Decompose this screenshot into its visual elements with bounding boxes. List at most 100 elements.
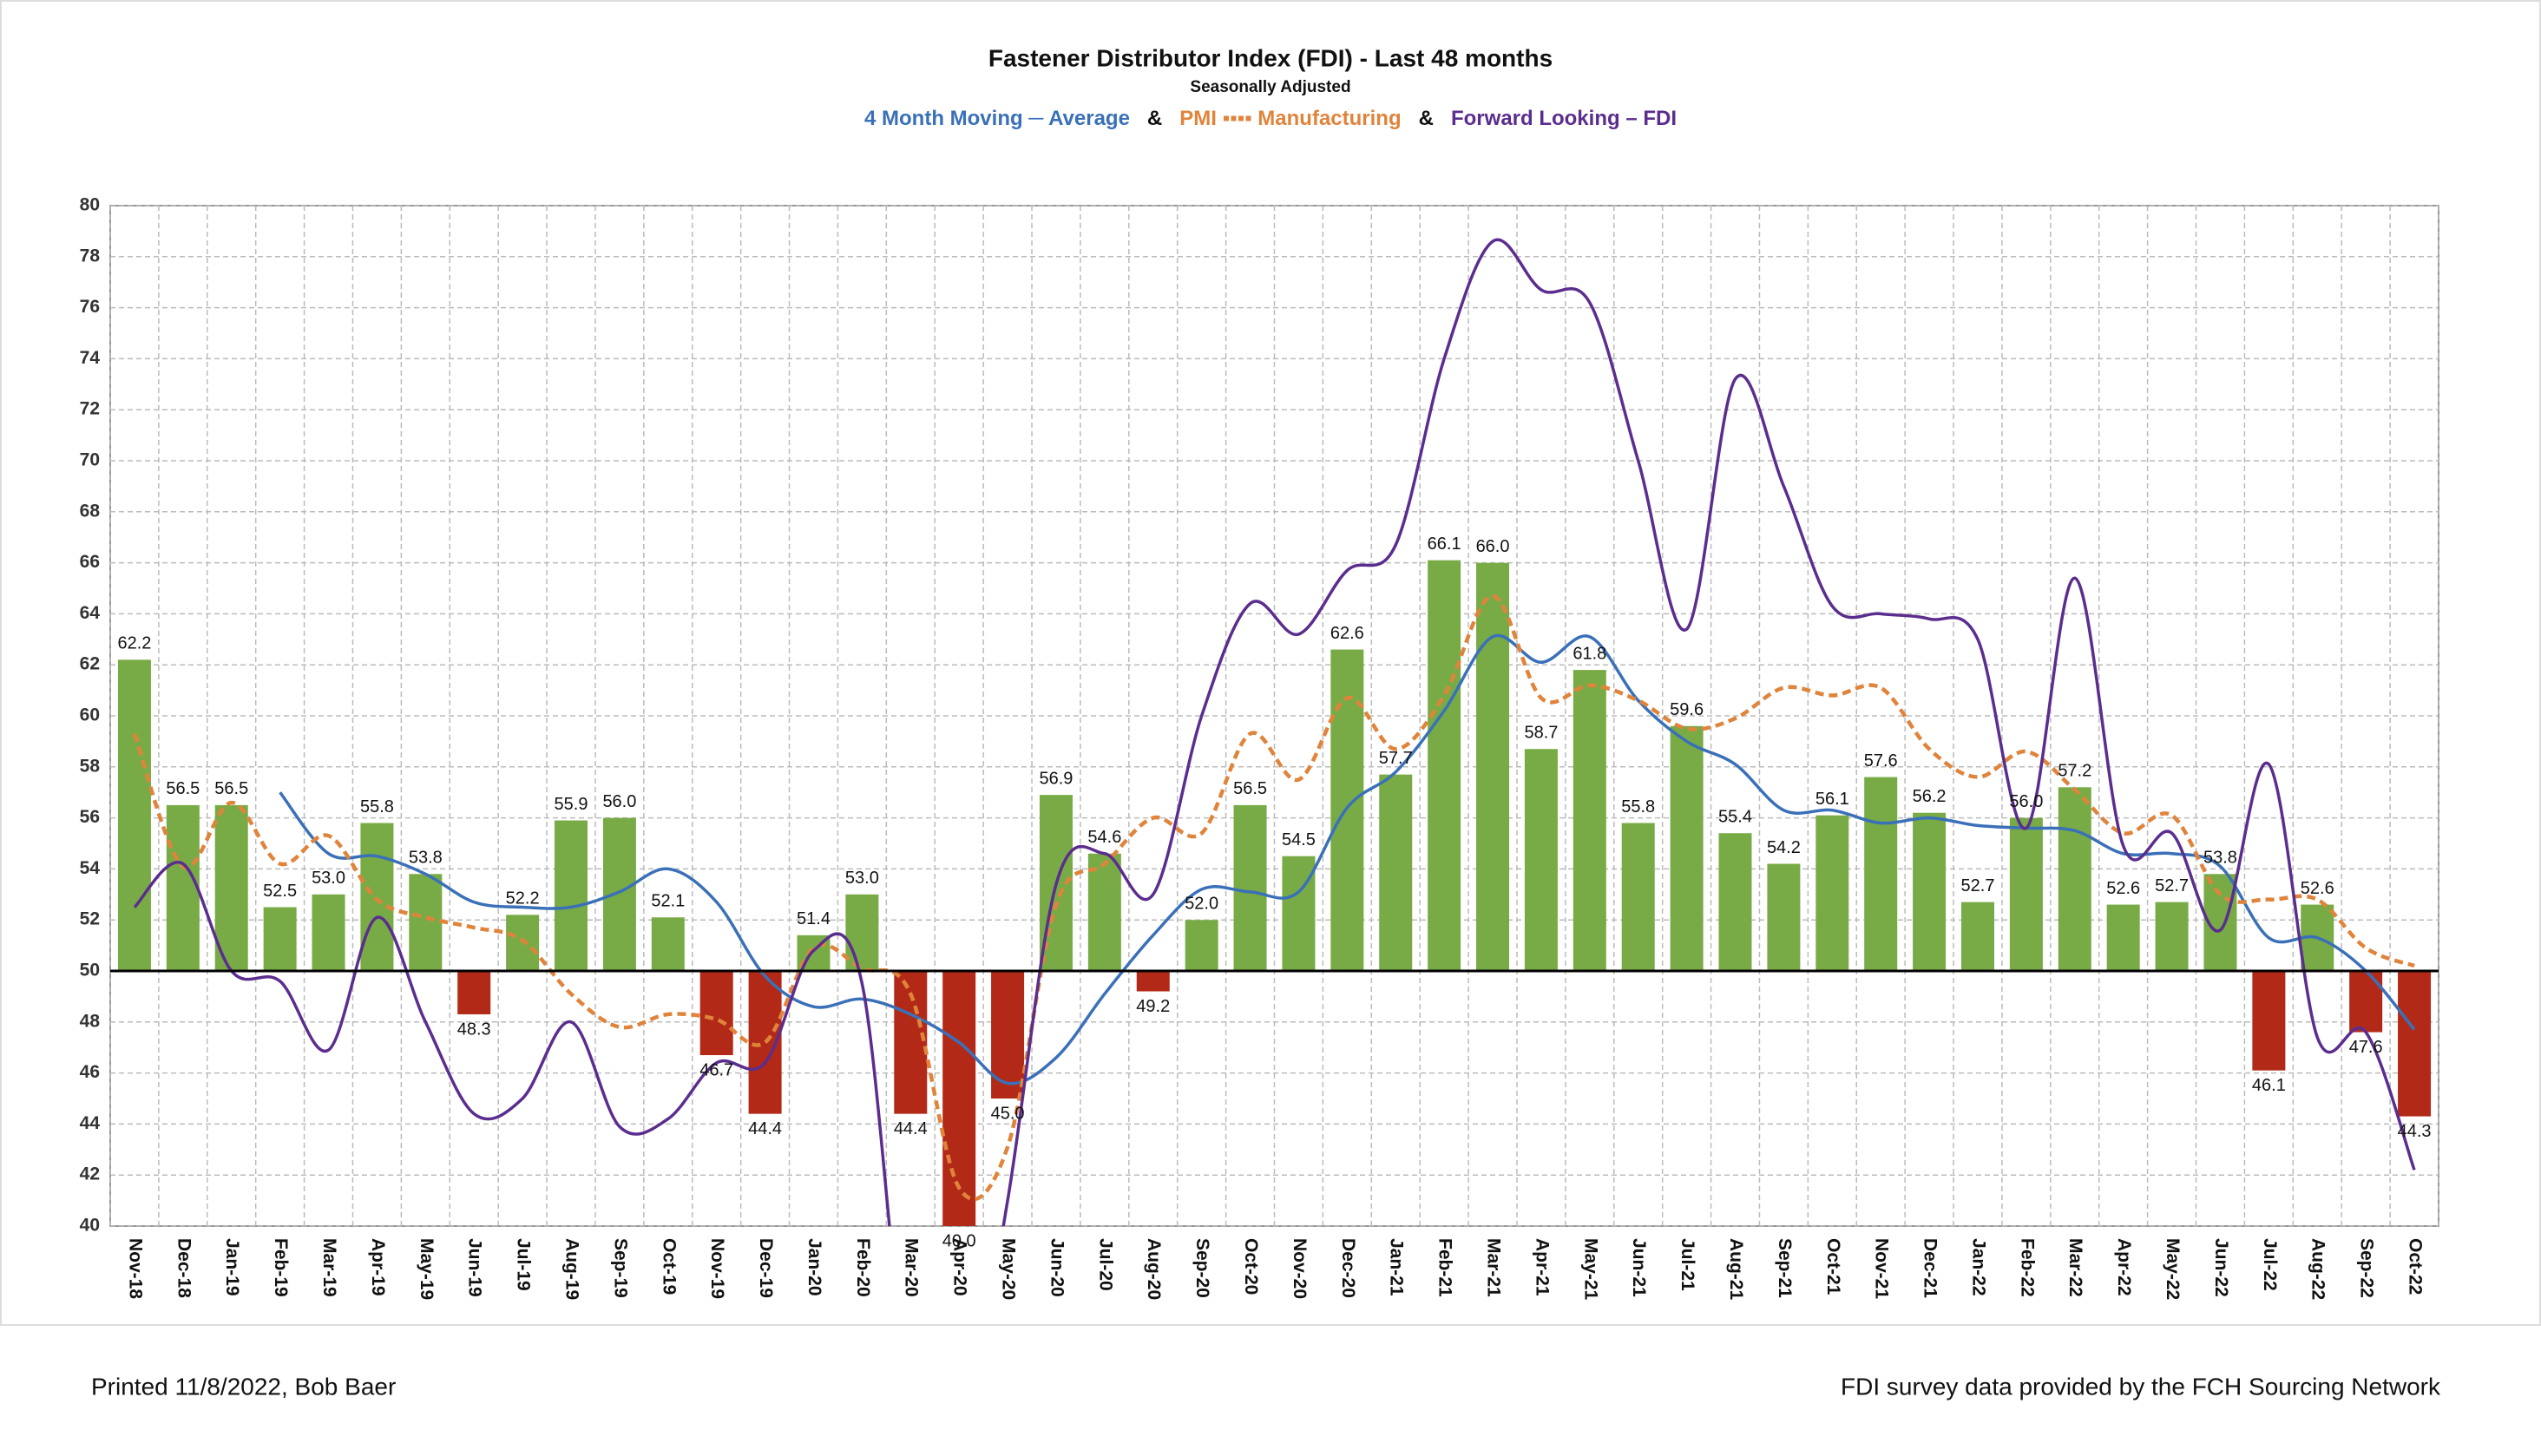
value-label: 55.8 xyxy=(360,797,394,817)
bar xyxy=(1428,560,1461,971)
x-tick-label: May-19 xyxy=(417,1238,437,1300)
value-label: 56.5 xyxy=(166,779,200,798)
value-label: 56.9 xyxy=(1040,769,1074,788)
value-label: 53.8 xyxy=(2203,849,2237,868)
value-label: 56.2 xyxy=(1913,787,1947,806)
x-tick-label: Sep-19 xyxy=(610,1238,630,1298)
bar xyxy=(1913,812,1947,971)
value-label: 56.5 xyxy=(1233,779,1267,798)
bar xyxy=(2009,817,2043,971)
x-tick-label: Oct-20 xyxy=(1241,1238,1261,1295)
value-label: 62.2 xyxy=(117,634,151,653)
x-tick-label: Apr-20 xyxy=(950,1238,970,1296)
value-label: 44.4 xyxy=(894,1119,928,1138)
x-tick-label: Jul-19 xyxy=(514,1238,534,1291)
y-tick-label: 56 xyxy=(80,807,100,827)
value-label: 44.4 xyxy=(748,1119,782,1138)
value-label: 52.7 xyxy=(1961,876,1995,895)
legend-entry: 4 Month Moving ─ Average xyxy=(864,107,1130,130)
x-tick-label: Nov-20 xyxy=(1290,1238,1310,1299)
bar xyxy=(2398,971,2432,1117)
value-label: 59.6 xyxy=(1670,700,1704,719)
y-tick-label: 68 xyxy=(80,501,101,521)
value-label: 55.9 xyxy=(555,795,588,814)
x-tick-label: Dec-19 xyxy=(756,1238,776,1298)
legend-separator: & xyxy=(1419,107,1434,130)
bar xyxy=(1718,833,1752,971)
bar xyxy=(555,820,588,971)
bar xyxy=(1524,749,1558,971)
y-tick-label: 58 xyxy=(80,756,101,776)
value-label: 53.0 xyxy=(312,869,345,888)
bar xyxy=(263,907,297,971)
x-tick-label: Mar-21 xyxy=(1483,1238,1503,1297)
y-tick-label: 42 xyxy=(80,1164,100,1184)
value-label: 52.2 xyxy=(506,889,540,908)
value-label: 55.8 xyxy=(1621,797,1655,817)
x-tick-label: Feb-21 xyxy=(1435,1238,1455,1297)
y-tick-label: 70 xyxy=(80,450,100,470)
value-label: 54.2 xyxy=(1767,838,1801,857)
x-tick-label: Oct-19 xyxy=(659,1238,679,1295)
bar xyxy=(1282,856,1316,971)
value-label: 52.6 xyxy=(2301,879,2334,898)
value-label: 49.2 xyxy=(1136,997,1170,1016)
bar xyxy=(699,971,733,1056)
bar xyxy=(1767,863,1801,971)
bar xyxy=(2252,971,2286,1071)
x-tick-label: Jun-19 xyxy=(465,1238,485,1297)
value-label: 52.7 xyxy=(2155,876,2189,895)
bar xyxy=(409,874,443,971)
value-label: 48.3 xyxy=(457,1020,491,1039)
x-tick-label: Nov-19 xyxy=(707,1238,727,1299)
chart-subtitle: Seasonally Adjusted xyxy=(1190,78,1350,96)
legend: 4 Month Moving ─ Average & PMI ▪▪▪▪ Manufa… xyxy=(864,107,1677,130)
value-label: 66.0 xyxy=(1476,537,1510,556)
series-line xyxy=(133,238,2416,1226)
value-label: 56.5 xyxy=(214,779,248,798)
value-label: 45.0 xyxy=(991,1104,1025,1123)
bar xyxy=(117,659,151,971)
plot-clip xyxy=(117,238,2432,1226)
x-tick-label: Jan-22 xyxy=(1968,1238,1988,1296)
x-tick-label: Apr-21 xyxy=(1532,1238,1552,1296)
value-label: 46.1 xyxy=(2252,1076,2286,1095)
value-label: 52.1 xyxy=(651,892,685,911)
y-tick-label: 48 xyxy=(80,1011,101,1031)
value-label: 47.6 xyxy=(2349,1038,2383,1057)
bar xyxy=(1476,562,1510,971)
legend-separator: & xyxy=(1147,107,1162,130)
y-tick-label: 64 xyxy=(80,603,101,623)
y-tick-label: 80 xyxy=(80,195,100,215)
y-tick-label: 74 xyxy=(80,348,101,368)
y-tick-label: 46 xyxy=(80,1062,100,1082)
value-label: 46.7 xyxy=(699,1060,733,1079)
value-label: 57.6 xyxy=(1864,751,1898,771)
y-tick-label: 52 xyxy=(80,909,100,929)
x-tick-label: Apr-19 xyxy=(368,1238,388,1296)
bar xyxy=(942,971,976,1226)
x-tick-label: Sep-20 xyxy=(1192,1238,1212,1298)
x-tick-label: Jun-22 xyxy=(2211,1238,2231,1297)
legend-entry: Forward Looking – FDI xyxy=(1451,107,1677,130)
x-tick-label: May-22 xyxy=(2163,1238,2183,1300)
bar xyxy=(2058,787,2091,971)
x-tick-label: Aug-20 xyxy=(1144,1238,1164,1300)
x-tick-label: Apr-22 xyxy=(2114,1238,2134,1296)
value-label: 51.4 xyxy=(797,909,831,928)
bar xyxy=(1573,670,1606,971)
x-tick-label: Dec-21 xyxy=(1921,1238,1940,1298)
x-tick-label: Aug-21 xyxy=(1726,1238,1746,1300)
x-tick-label: Jul-21 xyxy=(1678,1238,1697,1291)
bar xyxy=(2349,971,2383,1033)
value-label: 53.0 xyxy=(845,869,879,888)
x-tick-label: Sep-21 xyxy=(1775,1238,1795,1298)
x-tick-label: Aug-19 xyxy=(561,1238,581,1300)
x-tick-label: May-21 xyxy=(1580,1238,1600,1301)
x-tick-label: Dec-18 xyxy=(174,1238,194,1298)
y-tick-label: 78 xyxy=(80,246,101,266)
bar xyxy=(312,894,345,971)
x-tick-label: Dec-20 xyxy=(1338,1238,1358,1298)
y-tick-label: 76 xyxy=(80,297,100,317)
bar xyxy=(651,917,685,971)
